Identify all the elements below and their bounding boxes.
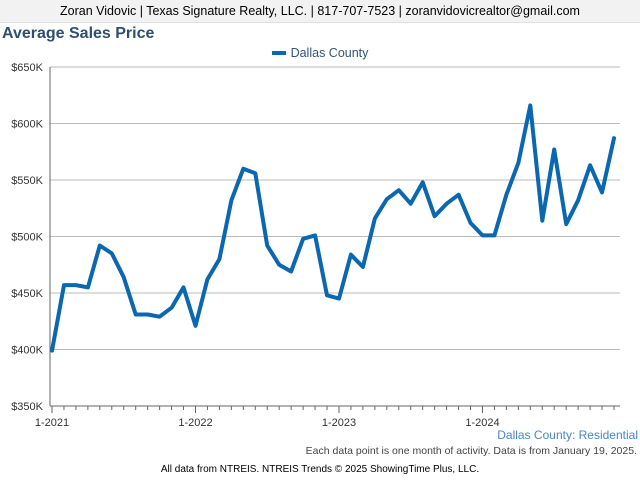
x-tick-label: 1-2021 <box>35 417 69 429</box>
legend-label: Dallas County <box>290 46 369 60</box>
y-tick-label: $350K <box>11 401 43 413</box>
legend-swatch <box>271 50 286 55</box>
series-line-dallas-county <box>50 103 616 353</box>
x-tick-label: 1-2024 <box>465 417 499 429</box>
y-tick-label: $650K <box>11 62 43 74</box>
chart-subtitle: Dallas County: Residential <box>497 428 638 442</box>
y-tick-label: $500K <box>11 232 43 244</box>
chart-title: Average Sales Price <box>2 25 155 42</box>
y-tick-label: $450K <box>11 288 43 300</box>
header-contact-text: Zoran Vidovic | Texas Signature Realty, … <box>60 4 580 18</box>
y-tick-label: $600K <box>11 119 43 131</box>
header-bar: Zoran Vidovic | Texas Signature Realty, … <box>0 0 640 23</box>
x-tick-label: 1-2023 <box>322 417 356 429</box>
data-credit: All data from NTREIS. NTREIS Trends © 20… <box>160 464 480 475</box>
legend: Dallas County <box>0 46 640 60</box>
y-tick-label: $550K <box>11 175 43 187</box>
y-tick-label: $400K <box>11 345 43 357</box>
x-tick-label: 1-2022 <box>178 417 212 429</box>
data-note: Each data point is one month of activity… <box>305 445 637 457</box>
